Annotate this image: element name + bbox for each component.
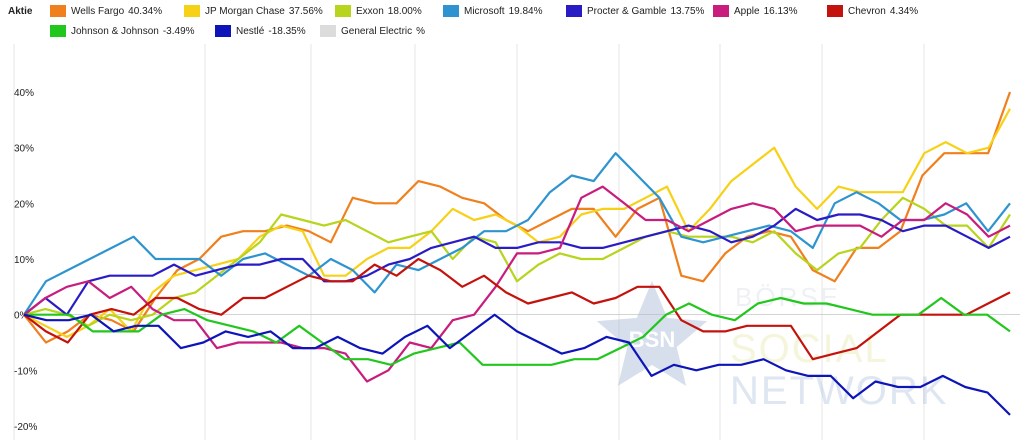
legend-item[interactable]: Wells Fargo 40.34% xyxy=(50,3,162,19)
watermark-star-icon xyxy=(596,281,708,386)
legend-title: Aktie xyxy=(8,6,33,17)
legend-label: Procter & Gamble xyxy=(587,5,667,17)
legend-swatch xyxy=(713,5,729,17)
y-tick-label: 20% xyxy=(14,199,34,210)
legend-label: Wells Fargo xyxy=(71,5,125,17)
legend-swatch xyxy=(320,25,336,37)
series-line[interactable] xyxy=(24,296,1011,366)
legend-label: Nestlé xyxy=(236,25,265,37)
legend-item[interactable]: Microsoft 19.84% xyxy=(443,3,542,19)
legend-item[interactable]: Johnson & Johnson -3.49% xyxy=(50,23,195,39)
legend-value: % xyxy=(416,25,426,37)
series-line[interactable] xyxy=(23,185,1011,383)
legend-swatch xyxy=(443,5,459,17)
legend-swatch xyxy=(50,5,66,17)
legend-label: General Electric xyxy=(341,25,413,37)
series-line[interactable] xyxy=(23,207,1011,316)
chart-grid xyxy=(13,44,925,440)
legend-swatch xyxy=(50,25,66,37)
y-tick-label: -10% xyxy=(14,366,37,377)
legend-item[interactable]: Nestlé -18.35% xyxy=(215,23,306,39)
series-line[interactable] xyxy=(23,196,1011,327)
watermark-line-3: NETWORK xyxy=(730,369,948,413)
legend-value: 4.34% xyxy=(889,5,919,17)
legend-item[interactable]: Apple 16.13% xyxy=(713,3,798,19)
legend-value: 37.56% xyxy=(288,5,323,17)
legend-swatch xyxy=(566,5,582,17)
series-line[interactable] xyxy=(23,152,1011,316)
legend-label: Johnson & Johnson xyxy=(71,25,159,37)
y-tick-label: -20% xyxy=(14,422,37,433)
chart-legend: Aktie Wells Fargo 40.34% JP Morgan Chase 37… xyxy=(0,0,1024,44)
legend-value: 18.00% xyxy=(387,5,422,17)
legend-item[interactable]: Chevron 4.34% xyxy=(827,3,918,19)
line-chart: BSN BÖRSE SOCIAL NETWORK -20% -10% 0% 10% 20… xyxy=(13,44,1020,440)
legend-value: 19.84% xyxy=(508,5,543,17)
legend-item[interactable]: JP Morgan Chase 37.56% xyxy=(184,3,323,19)
y-tick-label: 40% xyxy=(14,88,34,99)
legend-item[interactable]: General Electric% xyxy=(320,23,425,39)
legend-swatch xyxy=(335,5,351,17)
legend-item[interactable]: Exxon 18.00% xyxy=(335,3,422,19)
series-lines xyxy=(23,91,1012,416)
legend-value: 40.34% xyxy=(128,5,163,17)
watermark-line-2: SOCIAL xyxy=(730,327,889,371)
legend-swatch xyxy=(215,25,231,37)
legend-value: -3.49% xyxy=(162,25,195,37)
legend-label: Chevron xyxy=(848,5,886,17)
legend-label: JP Morgan Chase xyxy=(205,5,285,17)
y-tick-label: 30% xyxy=(14,144,34,155)
series-line[interactable] xyxy=(23,257,1011,361)
legend-label: Exxon xyxy=(356,5,384,17)
legend-swatch xyxy=(184,5,200,17)
watermark: BSN BÖRSE SOCIAL NETWORK xyxy=(596,281,948,413)
legend-value: 13.75% xyxy=(670,5,705,17)
y-tick-label: 10% xyxy=(14,255,34,266)
y-tick-label: 0% xyxy=(14,311,29,322)
y-axis: -20% -10% 0% 10% 20% 30% 40% xyxy=(14,88,1020,433)
legend-label: Apple xyxy=(734,5,760,17)
legend-item[interactable]: Procter & Gamble 13.75% xyxy=(566,3,704,19)
legend-value: -18.35% xyxy=(268,25,306,37)
legend-value: 16.13% xyxy=(763,5,798,17)
legend-swatch xyxy=(827,5,843,17)
series-line[interactable] xyxy=(23,313,1011,416)
legend-label: Microsoft xyxy=(464,5,505,17)
